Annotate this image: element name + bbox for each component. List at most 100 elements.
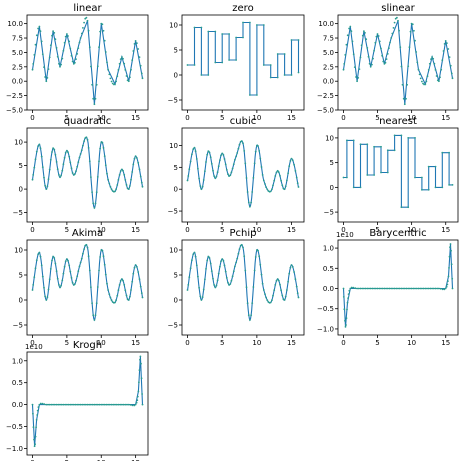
data-point — [254, 150, 257, 153]
x-tick-label: 15 — [441, 226, 450, 234]
data-point — [98, 160, 100, 163]
data-point — [198, 286, 201, 289]
data-point — [132, 50, 135, 52]
data-point — [123, 283, 126, 286]
data-point — [82, 144, 84, 147]
data-point — [257, 145, 259, 147]
data-point — [395, 287, 398, 290]
data-point — [74, 403, 77, 406]
data-point — [136, 157, 138, 159]
data-point — [139, 64, 142, 67]
data-point — [244, 269, 247, 272]
data-point — [137, 271, 140, 273]
data-point — [194, 150, 197, 153]
series-line — [186, 140, 300, 208]
data-point — [35, 150, 38, 153]
data-point — [342, 287, 345, 290]
series-line — [187, 21, 300, 96]
data-point — [52, 255, 54, 258]
data-point — [411, 23, 414, 26]
data-point — [59, 403, 61, 406]
data-point — [295, 176, 298, 179]
y-tick-label: 5 — [330, 159, 334, 167]
series-markers — [31, 243, 144, 321]
data-point — [403, 103, 406, 106]
data-point — [77, 161, 80, 164]
data-point — [138, 168, 141, 171]
data-point — [204, 170, 206, 173]
x-tick-label: 0 — [341, 226, 345, 234]
data-point — [98, 269, 100, 272]
data-point — [238, 248, 241, 251]
data-point — [122, 169, 124, 172]
data-point — [83, 21, 85, 24]
data-point — [371, 63, 373, 66]
data-point — [363, 30, 365, 32]
data-point — [39, 402, 42, 405]
data-point — [376, 33, 379, 35]
x-tick-label: 15 — [287, 339, 296, 347]
data-point — [74, 283, 76, 285]
axes-frame — [337, 239, 459, 336]
x-tick-label: 5 — [375, 114, 379, 122]
data-point — [352, 139, 355, 142]
data-point — [364, 287, 367, 290]
data-point — [434, 165, 437, 168]
data-point — [447, 275, 450, 278]
data-point — [34, 43, 37, 46]
data-point — [414, 176, 416, 179]
data-point — [369, 65, 372, 68]
data-point — [51, 259, 53, 262]
data-point — [236, 257, 239, 260]
data-point — [434, 186, 437, 189]
data-point — [366, 287, 369, 290]
data-point — [208, 257, 211, 259]
data-point — [191, 259, 193, 261]
y-tick-label: −0.5 — [6, 423, 23, 431]
data-point — [402, 97, 405, 100]
data-point — [34, 443, 36, 446]
data-point — [81, 403, 84, 406]
y-tick-label: −1.0 — [317, 325, 334, 333]
y-tick-label: −5.0 — [317, 107, 334, 115]
data-point — [213, 284, 216, 286]
subplot-title: slinear — [381, 3, 415, 14]
data-point — [430, 58, 432, 60]
data-point — [140, 181, 143, 184]
data-point — [134, 40, 137, 42]
data-point — [344, 326, 347, 328]
data-point — [125, 294, 128, 297]
data-point — [198, 177, 201, 180]
data-point — [406, 83, 408, 86]
x-tick-label: 15 — [287, 114, 296, 122]
data-point — [207, 150, 210, 153]
data-point — [35, 34, 38, 37]
data-point — [385, 287, 387, 290]
data-point — [450, 72, 453, 75]
data-point — [107, 289, 109, 291]
data-point — [294, 278, 297, 280]
y-tick-label: 1.0 — [323, 245, 334, 253]
data-point — [88, 160, 91, 163]
data-point — [281, 184, 284, 187]
data-point — [393, 149, 396, 152]
data-point — [134, 155, 137, 158]
data-point — [76, 53, 79, 55]
data-point — [138, 56, 141, 58]
data-point — [344, 319, 346, 322]
series-line — [343, 134, 453, 208]
data-point — [431, 56, 433, 58]
data-point — [70, 277, 73, 279]
data-point — [386, 171, 389, 174]
data-point — [252, 286, 255, 288]
data-point — [38, 25, 41, 28]
data-point — [124, 179, 127, 181]
data-point — [141, 296, 144, 299]
data-point — [197, 167, 199, 170]
data-point — [127, 188, 130, 191]
data-point — [80, 32, 83, 35]
data-point — [61, 279, 64, 282]
data-point — [87, 255, 90, 258]
data-point — [112, 403, 115, 406]
y-tick-label: 0 — [174, 297, 178, 305]
